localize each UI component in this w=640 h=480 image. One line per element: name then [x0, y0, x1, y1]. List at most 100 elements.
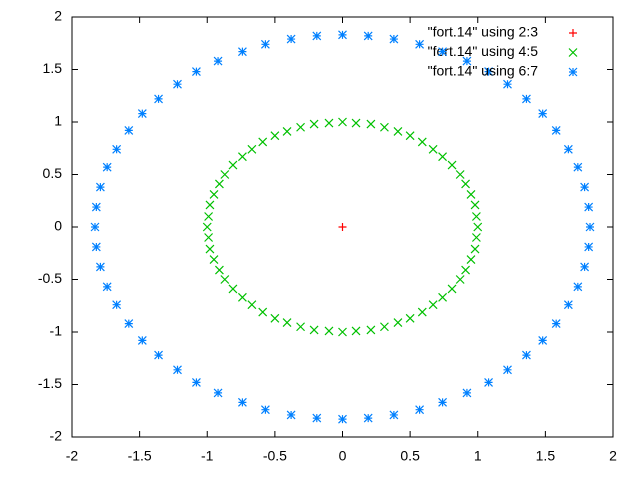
- point: [366, 325, 376, 335]
- point: [405, 131, 415, 141]
- point: [192, 377, 201, 387]
- point: [282, 127, 292, 136]
- point: [209, 190, 219, 199]
- point: [237, 397, 247, 407]
- point: [466, 255, 476, 264]
- point: [563, 300, 573, 310]
- point: [220, 275, 230, 284]
- point: [461, 179, 471, 189]
- point: [91, 242, 101, 252]
- point: [538, 335, 548, 345]
- point: [551, 319, 561, 329]
- point: [309, 119, 319, 129]
- point: [584, 242, 594, 252]
- point: [286, 410, 296, 420]
- point: [95, 182, 105, 192]
- x-tick-label: -0.5: [263, 448, 287, 464]
- point: [309, 325, 319, 335]
- point: [112, 144, 122, 154]
- point: [438, 47, 448, 57]
- point: [324, 118, 334, 128]
- point: [237, 47, 247, 57]
- point: [428, 300, 438, 310]
- point: [205, 244, 215, 254]
- point: [173, 365, 182, 375]
- point: [405, 313, 415, 323]
- point: [580, 262, 590, 272]
- point: [154, 350, 163, 360]
- point: [438, 292, 448, 302]
- y-tick-label: -1.5: [38, 375, 62, 391]
- point: [209, 255, 219, 264]
- point: [522, 94, 531, 104]
- point: [573, 162, 583, 172]
- point: [584, 202, 594, 212]
- point: [455, 170, 465, 179]
- legend-marker: [568, 48, 578, 57]
- point: [124, 125, 134, 135]
- point: [324, 326, 334, 336]
- point: [124, 319, 134, 329]
- point: [247, 300, 257, 310]
- legend-marker: [568, 67, 578, 77]
- point: [204, 212, 214, 221]
- point: [102, 162, 112, 172]
- point: [192, 67, 201, 77]
- point: [312, 413, 322, 423]
- point: [363, 31, 373, 41]
- point: [380, 322, 389, 332]
- point: [91, 202, 101, 212]
- point: [462, 388, 472, 398]
- x-tick-label: 0: [339, 448, 347, 464]
- x-tick-label: 0.5: [400, 448, 420, 464]
- point: [503, 79, 512, 89]
- legend-label: "fort.14" using 6:7: [428, 63, 539, 79]
- point: [522, 350, 531, 360]
- point: [462, 56, 472, 66]
- x-tick-label: 1.5: [536, 448, 556, 464]
- point: [363, 413, 373, 423]
- point: [214, 179, 224, 189]
- x-tick-label: -1: [201, 448, 214, 464]
- point: [351, 326, 361, 336]
- point: [154, 94, 163, 104]
- point: [484, 67, 493, 77]
- point: [563, 144, 573, 154]
- point: [202, 222, 212, 232]
- point: [389, 34, 399, 44]
- point: [415, 39, 425, 49]
- point: [338, 223, 347, 231]
- point: [447, 284, 457, 294]
- point: [351, 118, 361, 128]
- y-tick-label: 0: [54, 218, 62, 234]
- y-tick-label: -0.5: [38, 270, 62, 286]
- point: [471, 233, 481, 242]
- point: [415, 405, 425, 415]
- point: [213, 388, 223, 398]
- point: [247, 144, 257, 154]
- point: [270, 131, 280, 141]
- point: [258, 307, 268, 317]
- y-tick-label: 1.5: [43, 60, 63, 76]
- point: [137, 109, 147, 119]
- point: [204, 233, 214, 242]
- legend-marker: [569, 29, 577, 37]
- point: [471, 212, 481, 221]
- point: [228, 160, 238, 170]
- point: [389, 410, 399, 420]
- point: [213, 56, 223, 66]
- y-tick-label: -1: [50, 323, 63, 339]
- point: [573, 282, 583, 292]
- point: [417, 307, 427, 317]
- point: [380, 122, 389, 132]
- point: [270, 313, 280, 323]
- point: [470, 244, 480, 254]
- point: [338, 117, 347, 127]
- point: [296, 322, 305, 332]
- y-tick-label: -2: [50, 428, 63, 444]
- point: [338, 414, 347, 424]
- point: [428, 144, 438, 154]
- point: [173, 79, 182, 89]
- point: [585, 222, 595, 232]
- point: [447, 160, 457, 170]
